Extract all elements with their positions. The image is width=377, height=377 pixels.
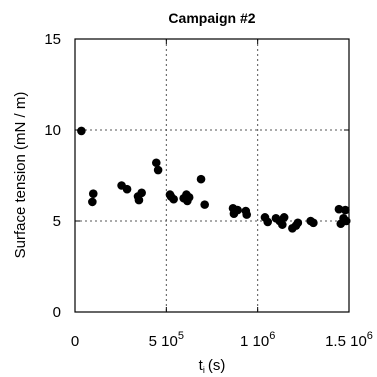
y-tick-label: 10 bbox=[44, 122, 61, 139]
data-point bbox=[151, 158, 161, 168]
data-point bbox=[309, 218, 318, 228]
data-point bbox=[233, 205, 242, 215]
data-point bbox=[334, 204, 344, 214]
y-tick-label: 15 bbox=[44, 31, 61, 48]
data-point bbox=[88, 189, 98, 198]
data-point bbox=[200, 200, 209, 209]
data-point bbox=[88, 197, 97, 207]
data-point bbox=[278, 220, 287, 229]
x-axis-label-main: t bbox=[199, 357, 204, 374]
plot-frame bbox=[74, 38, 350, 313]
x-tick-label: 1.5 106 bbox=[325, 330, 373, 350]
x-tick-label: 5 105 bbox=[149, 330, 184, 350]
data-point bbox=[122, 184, 132, 194]
data-points bbox=[77, 126, 351, 233]
data-point bbox=[341, 205, 350, 215]
data-point bbox=[242, 210, 252, 219]
data-point bbox=[279, 213, 289, 222]
x-axis-label: ti (s) bbox=[199, 357, 226, 375]
data-point bbox=[263, 217, 273, 227]
data-point bbox=[196, 174, 206, 184]
data-point bbox=[169, 194, 178, 204]
data-point bbox=[134, 195, 144, 205]
grid bbox=[75, 39, 349, 312]
y-axis-label: Surface tension (mN / m) bbox=[12, 92, 29, 259]
x-tick-label: 1 106 bbox=[240, 330, 275, 350]
x-axis-label-unit: (s) bbox=[208, 357, 226, 374]
y-tick-label: 5 bbox=[53, 213, 61, 230]
chart-title: Campaign #2 bbox=[168, 10, 255, 26]
data-point bbox=[153, 165, 163, 175]
y-tick-label: 0 bbox=[53, 304, 61, 321]
data-point bbox=[137, 188, 146, 198]
data-point bbox=[184, 193, 194, 202]
x-axis-label-subscript: i bbox=[203, 365, 205, 375]
data-point bbox=[77, 126, 86, 136]
x-tick-label: 0 bbox=[71, 333, 79, 350]
data-point bbox=[293, 218, 303, 228]
